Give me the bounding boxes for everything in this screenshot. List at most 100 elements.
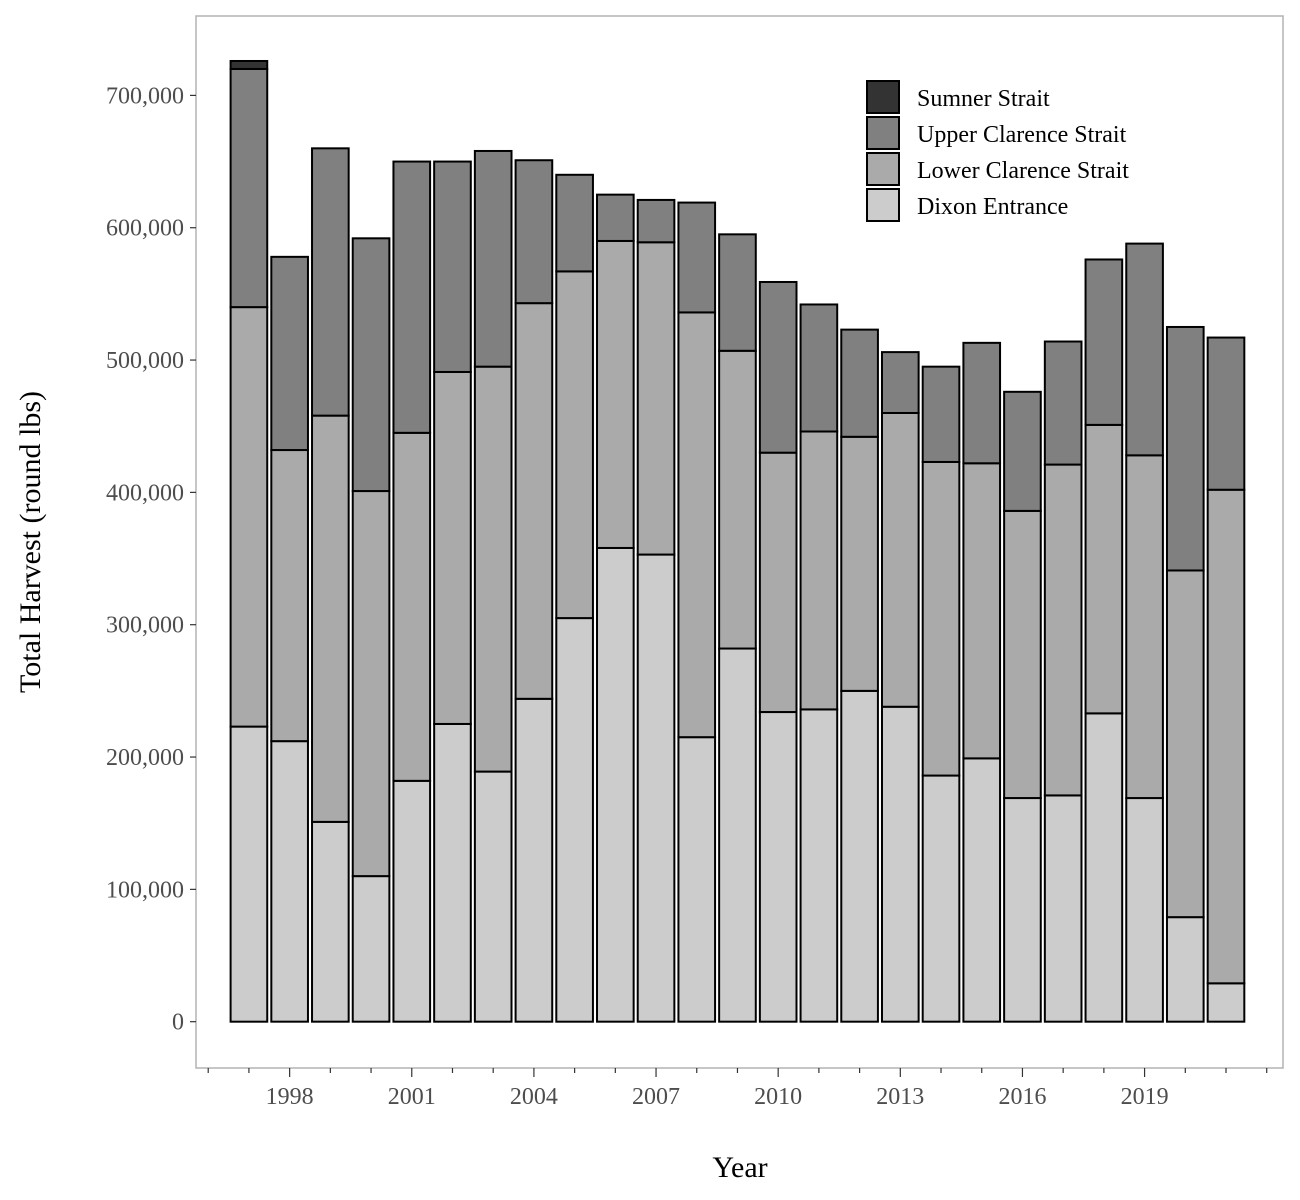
bar-segment bbox=[840, 328, 879, 438]
bar-segment bbox=[1206, 336, 1246, 491]
bar-segment bbox=[677, 201, 717, 314]
bar-segment bbox=[596, 239, 635, 549]
bar-segment bbox=[840, 689, 879, 1023]
bar-segment bbox=[758, 280, 798, 454]
y-tick-label: 0 bbox=[172, 1010, 184, 1036]
y-axis-title: Total Harvest (round lbs) bbox=[14, 391, 47, 693]
bar-segment bbox=[555, 173, 594, 273]
bar-segment bbox=[1003, 797, 1042, 1023]
bar-segment bbox=[921, 460, 961, 777]
legend-swatch bbox=[866, 80, 900, 114]
legend-label: Lower Clarence Strait bbox=[917, 158, 1129, 184]
bar-segment bbox=[921, 774, 961, 1023]
legend-label: Dixon Entrance bbox=[917, 194, 1068, 220]
bar-segment bbox=[799, 708, 839, 1023]
bar-segment bbox=[473, 770, 513, 1023]
bar-segment bbox=[636, 553, 676, 1023]
legend-swatch bbox=[866, 188, 900, 222]
y-axis: 0 100,000 200,000 300,000 400,000 500,000 600,… bbox=[106, 83, 196, 1036]
bar-segment bbox=[270, 255, 309, 452]
bar-segment bbox=[514, 302, 554, 700]
bar-segment bbox=[718, 233, 757, 352]
bar-segment bbox=[880, 351, 920, 414]
bar-segment bbox=[555, 617, 594, 1023]
bar-segment bbox=[1165, 569, 1205, 919]
bar-segment bbox=[1165, 916, 1205, 1023]
x-tick-label: 2004 bbox=[510, 1084, 558, 1110]
bar-segment bbox=[1043, 463, 1083, 797]
bar-segment bbox=[962, 757, 1002, 1023]
bar-segment bbox=[1003, 390, 1042, 512]
y-tick-label: 200,000 bbox=[106, 745, 184, 771]
bar-segment bbox=[1125, 797, 1164, 1023]
bar-segment bbox=[921, 365, 961, 463]
bar-segment bbox=[718, 349, 757, 650]
x-tick-label: 2019 bbox=[1121, 1084, 1169, 1110]
bar-segment bbox=[473, 149, 513, 368]
bar-segment bbox=[1043, 340, 1083, 466]
bar-segment bbox=[758, 711, 798, 1023]
bar-segment bbox=[514, 697, 554, 1023]
bar-segment bbox=[473, 365, 513, 773]
bar-segment bbox=[636, 241, 676, 556]
bar-segment bbox=[229, 306, 269, 728]
bar-segment bbox=[229, 59, 269, 70]
legend-label: Sumner Strait bbox=[917, 86, 1050, 112]
y-tick-label: 100,000 bbox=[106, 877, 184, 903]
y-tick-label: 500,000 bbox=[106, 348, 184, 374]
x-tick-label: 2013 bbox=[876, 1084, 924, 1110]
y-tick-label: 400,000 bbox=[106, 480, 184, 506]
x-axis-title: Year bbox=[712, 1151, 767, 1184]
x-tick-label: 2016 bbox=[998, 1084, 1046, 1110]
bar-segment bbox=[840, 435, 879, 692]
x-axis: 1998 2001 2004 2007 2010 2013 2016 2019 bbox=[207, 1068, 1268, 1110]
bar-segment bbox=[799, 303, 839, 433]
bar-segment bbox=[1165, 325, 1205, 572]
bar-segment bbox=[351, 237, 391, 493]
bar-segment bbox=[1084, 258, 1124, 426]
bar-segment bbox=[1206, 982, 1246, 1023]
bar-segment bbox=[1084, 423, 1124, 715]
bar-segment bbox=[392, 431, 432, 782]
bar-segment bbox=[962, 462, 1002, 760]
bar-segment bbox=[433, 160, 472, 373]
bar-segment bbox=[1003, 509, 1042, 800]
bar-segment bbox=[1043, 794, 1083, 1023]
bar-segment bbox=[596, 546, 635, 1023]
x-tick-label: 1998 bbox=[266, 1084, 314, 1110]
bar-segment bbox=[880, 705, 920, 1023]
bar-segment bbox=[596, 193, 635, 242]
bar-segment bbox=[311, 147, 350, 417]
x-tick-label: 2010 bbox=[754, 1084, 802, 1110]
legend-swatch bbox=[866, 116, 900, 150]
bar-segment bbox=[351, 875, 391, 1023]
bar-segment bbox=[392, 779, 432, 1023]
bar-segment bbox=[433, 722, 472, 1023]
bar-segment bbox=[270, 740, 309, 1023]
x-tick-label: 2001 bbox=[388, 1084, 436, 1110]
bar-segment bbox=[229, 67, 269, 309]
legend-label: Upper Clarence Strait bbox=[917, 122, 1127, 148]
y-tick-label: 600,000 bbox=[106, 216, 184, 242]
legend: Sumner Strait Upper Clarence Strait Lower … bbox=[866, 80, 1129, 222]
bar-segment bbox=[718, 647, 757, 1023]
bar-segment bbox=[433, 370, 472, 725]
y-tick-label: 300,000 bbox=[106, 613, 184, 639]
bar-segment bbox=[677, 311, 717, 739]
bar-segment bbox=[677, 736, 717, 1023]
bar-segment bbox=[962, 341, 1002, 465]
x-tick-label: 2007 bbox=[632, 1084, 680, 1110]
bar-segment bbox=[270, 449, 309, 743]
bar-segment bbox=[229, 725, 269, 1023]
bar-segment bbox=[311, 820, 350, 1023]
bar-segment bbox=[880, 411, 920, 708]
bar-segment bbox=[1206, 488, 1246, 985]
bar-segment bbox=[514, 159, 554, 305]
bar-segment bbox=[758, 451, 798, 714]
bar-segment bbox=[392, 160, 432, 434]
bars-layer bbox=[229, 59, 1246, 1023]
y-tick-label: 700,000 bbox=[106, 83, 184, 109]
bar-segment bbox=[311, 414, 350, 823]
bar-segment bbox=[1125, 242, 1164, 457]
